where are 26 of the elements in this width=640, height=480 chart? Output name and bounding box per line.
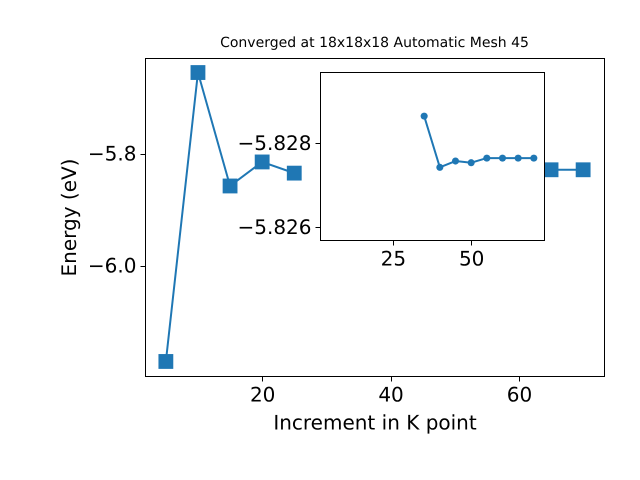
point — [468, 159, 475, 166]
x-tick-label: 20 — [250, 382, 276, 406]
chart-title: Converged at 18x18x18 Automatic Mesh 45 — [220, 35, 529, 51]
point — [222, 178, 238, 194]
point — [576, 162, 591, 178]
y-tick-label: −5.828 — [237, 130, 312, 155]
point — [158, 354, 174, 369]
x-tick-label: 50 — [458, 246, 484, 270]
y-tick-label: −5.826 — [237, 214, 312, 239]
y-tick-label: −5.8 — [88, 142, 136, 166]
point — [452, 158, 460, 165]
point — [498, 154, 506, 162]
point — [254, 154, 270, 170]
x-tick-label: 60 — [506, 382, 532, 406]
point — [514, 154, 522, 162]
point — [420, 112, 428, 120]
point — [436, 164, 444, 171]
y-tick-label: −6.0 — [88, 253, 136, 278]
point — [190, 65, 206, 80]
x-tick-label: 40 — [378, 382, 404, 406]
point — [483, 154, 490, 162]
y-axis-title: Energy (eV) — [56, 158, 81, 276]
point — [286, 166, 302, 181]
x-tick-label: 25 — [380, 246, 406, 270]
x-axis-title: Increment in K point — [273, 410, 477, 434]
point — [530, 154, 538, 162]
